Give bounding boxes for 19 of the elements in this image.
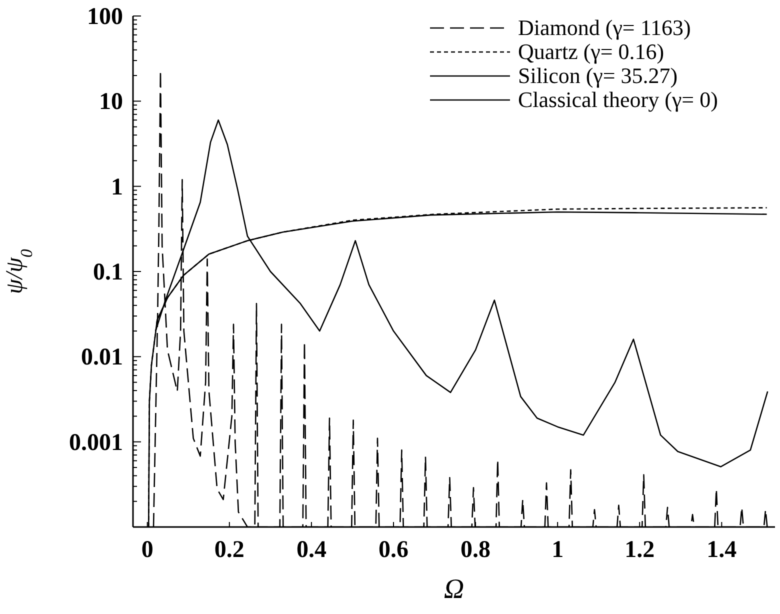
x-tick-label: 1.2 [624,537,655,563]
y-tick-label: 10 [99,89,123,116]
legend-label: Classical theory (γ= 0) [518,87,718,112]
x-tick-label: 0.4 [296,537,326,563]
legend-label: Diamond (γ= 1163) [518,15,691,40]
y-tick-label: 0.1 [93,260,123,286]
x-axis-title: Ω [444,574,464,605]
x-tick-label: 1 [552,537,564,563]
y-tick-label: 0.01 [81,344,123,371]
x-tick-label: 1.4 [706,537,737,563]
x-tick-label: 0.8 [460,537,491,563]
legend-label: Silicon (γ= 35.27) [518,63,678,88]
x-tick-label: 0 [141,537,154,563]
y-tick-label: 100 [87,4,123,30]
y-tick-label: 1 [111,174,123,200]
y-tick-label: 0.001 [69,430,123,456]
legend-label: Quartz (γ= 0.16) [518,39,664,64]
x-tick-label: 0.6 [378,537,408,563]
x-tick-label: 0.2 [214,537,244,563]
